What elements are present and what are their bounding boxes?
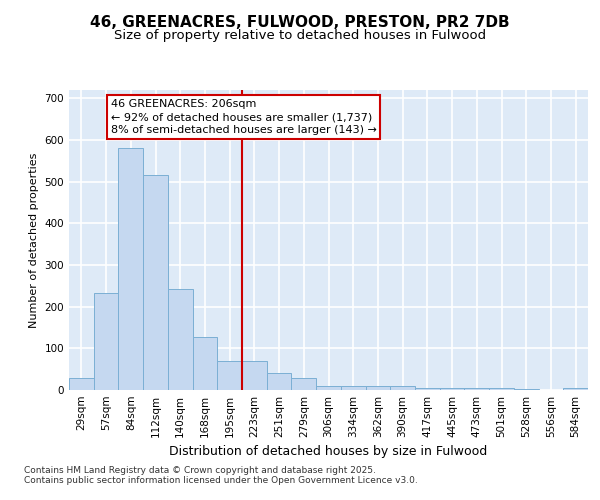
Bar bbox=[193, 336, 217, 390]
Bar bbox=[217, 361, 242, 390]
Y-axis label: Number of detached properties: Number of detached properties bbox=[29, 152, 39, 328]
Text: Contains HM Land Registry data © Crown copyright and database right 2025.
Contai: Contains HM Land Registry data © Crown c… bbox=[24, 466, 418, 485]
Bar bbox=[514, 389, 539, 390]
Bar bbox=[489, 388, 514, 390]
X-axis label: Distribution of detached houses by size in Fulwood: Distribution of detached houses by size … bbox=[169, 446, 488, 458]
Bar bbox=[267, 372, 292, 390]
Bar bbox=[415, 388, 440, 390]
Text: Size of property relative to detached houses in Fulwood: Size of property relative to detached ho… bbox=[114, 30, 486, 43]
Bar bbox=[316, 386, 341, 390]
Bar bbox=[69, 378, 94, 390]
Bar bbox=[365, 386, 390, 390]
Text: 46, GREENACRES, FULWOOD, PRESTON, PR2 7DB: 46, GREENACRES, FULWOOD, PRESTON, PR2 7D… bbox=[90, 15, 510, 30]
Bar bbox=[94, 294, 118, 390]
Bar bbox=[464, 388, 489, 390]
Bar bbox=[118, 148, 143, 390]
Bar bbox=[143, 176, 168, 390]
Bar bbox=[563, 388, 588, 390]
Bar bbox=[440, 388, 464, 390]
Bar bbox=[390, 386, 415, 390]
Bar bbox=[242, 361, 267, 390]
Text: 46 GREENACRES: 206sqm
← 92% of detached houses are smaller (1,737)
8% of semi-de: 46 GREENACRES: 206sqm ← 92% of detached … bbox=[110, 99, 376, 136]
Bar bbox=[341, 386, 365, 390]
Bar bbox=[168, 289, 193, 390]
Bar bbox=[292, 378, 316, 390]
